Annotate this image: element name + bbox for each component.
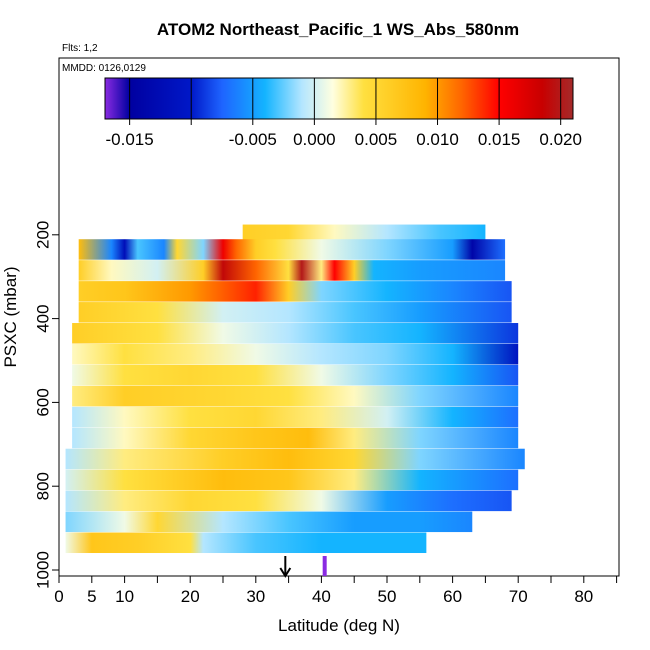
heatmap-row <box>65 469 519 491</box>
y-tick-label: 1000 <box>33 551 52 589</box>
heatmap-row <box>78 260 506 281</box>
colorbar-tick-label: 0.015 <box>478 130 521 149</box>
x-tick-label: 5 <box>87 587 96 606</box>
heatmap-row <box>72 323 519 344</box>
colorbar-tick-label: -0.015 <box>106 130 154 149</box>
y-tick-label: 600 <box>33 388 52 416</box>
x-tick-label: 20 <box>181 587 200 606</box>
colorbar-tick-label: 0.020 <box>539 130 582 149</box>
colorbar-gradient <box>104 77 574 120</box>
x-axis-label: Latitude (deg N) <box>278 616 400 635</box>
x-tick-label: 0 <box>54 587 63 606</box>
x-tick-label: 60 <box>443 587 462 606</box>
y-tick-label: 400 <box>33 304 52 332</box>
location-arrow-head <box>279 567 292 578</box>
plot-frame <box>58 57 620 577</box>
colorbar-tick-label: -0.005 <box>229 130 277 149</box>
heatmap-row <box>65 532 427 554</box>
flights-note: Flts: 1,2 <box>62 43 98 54</box>
y-axis: 200 400 600 800 1000 <box>33 221 59 589</box>
chart-title: ATOM2 Northeast_Pacific_1 WS_Abs_580nm <box>157 20 519 39</box>
x-tick-label: 10 <box>115 587 134 606</box>
colorbar-tick-label: 0.000 <box>293 130 336 149</box>
colorbar: -0.015 -0.005 0.000 0.005 0.010 0.015 0.020 <box>104 77 582 149</box>
heatmap-row <box>72 364 519 386</box>
x-tick-label: 80 <box>574 587 593 606</box>
date-note: MMDD: 0126,0129 <box>62 63 146 74</box>
heatmap-row <box>72 427 519 449</box>
heatmap-row <box>78 281 512 302</box>
x-axis: 0 5 10 20 30 40 50 60 70 80 <box>54 576 618 606</box>
heatmap-row <box>78 239 506 260</box>
heatmap-row <box>65 448 525 470</box>
location-bar <box>322 556 327 576</box>
y-tick-label: 200 <box>33 221 52 249</box>
x-tick-label: 30 <box>246 587 265 606</box>
x-tick-label: 70 <box>509 587 528 606</box>
x-tick-label: 40 <box>312 587 331 606</box>
colorbar-tick-label: 0.005 <box>355 130 398 149</box>
heatmap-row <box>78 302 512 323</box>
x-tick-label: 50 <box>378 587 397 606</box>
heatmap-row <box>65 511 473 533</box>
y-axis-label: PSXC (mbar) <box>1 266 20 367</box>
heatmap-row <box>65 490 512 512</box>
heatmap-row <box>72 385 519 407</box>
heatmap-row <box>72 343 519 365</box>
heatmap-rows <box>65 224 525 554</box>
markers <box>279 556 327 578</box>
colorbar-tick-label: 0.010 <box>416 130 459 149</box>
y-tick-label: 800 <box>33 472 52 500</box>
heatmap-row <box>72 406 519 428</box>
